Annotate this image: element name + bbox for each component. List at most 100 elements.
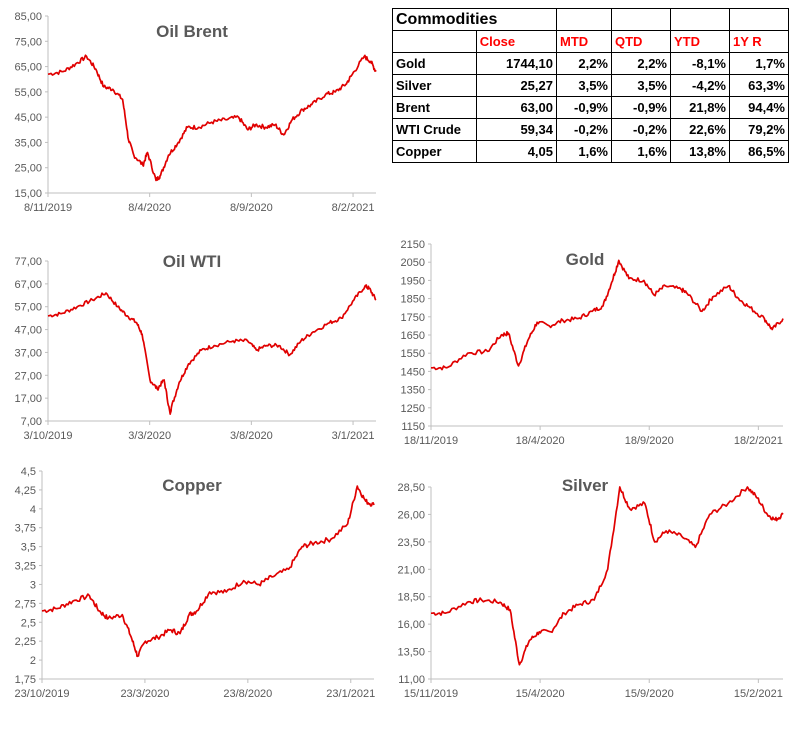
y-tick-label: 2,5 <box>21 617 36 629</box>
row-ytd: -8,1% <box>670 52 730 75</box>
wti-chart-title: Oil WTI <box>163 252 222 271</box>
y-tick-label: 1750 <box>401 312 425 324</box>
row-name: WTI Crude <box>392 118 477 141</box>
wti-chart: Oil WTI 7,00 17,00 27,00 37,00 47,00 57,00 67,… <box>14 252 377 442</box>
x-tick-label: 23/8/2020 <box>223 688 272 700</box>
row-qtd: 1,6% <box>611 140 671 163</box>
brent-chart: Oil Brent 15,00 25,00 35,00 45,00 55,00 65,00… <box>14 11 377 214</box>
table-row: Brent 63,00 -0,9% -0,9% 21,8% 94,4% <box>392 96 789 119</box>
y-tick-label: 2 <box>30 655 36 667</box>
y-tick-label: 1450 <box>401 366 425 378</box>
x-tick-label: 15/9/2020 <box>625 688 674 700</box>
y-tick-label: 13,50 <box>397 647 425 659</box>
y-tick-label: 15,00 <box>14 188 42 200</box>
x-tick-label: 3/10/2019 <box>24 430 73 442</box>
y-tick-label: 3,5 <box>21 542 36 554</box>
gold-price-line <box>431 259 784 371</box>
table-title-row: Commodities <box>392 8 789 31</box>
y-tick-label: 65,00 <box>14 62 42 74</box>
silver-chart-panel: Silver 11,00 13,50 16,00 18,50 21,00 23,50 26,… <box>385 460 785 708</box>
row-name: Gold <box>392 52 477 75</box>
y-tick-label: 85,00 <box>14 11 42 23</box>
gold-chart-title: Gold <box>566 250 605 269</box>
row-close: 1744,10 <box>475 52 558 75</box>
y-tick-label: 3,25 <box>15 561 36 573</box>
row-close: 25,27 <box>475 74 558 97</box>
y-tick-label: 28,50 <box>397 482 425 494</box>
y-tick-label: 1650 <box>401 330 425 342</box>
row-close: 63,00 <box>475 96 558 119</box>
y-tick-label: 1350 <box>401 385 425 397</box>
x-tick-label: 18/11/2019 <box>404 435 458 447</box>
y-tick-label: 1850 <box>401 294 425 306</box>
table-header-qtd: QTD <box>611 30 671 53</box>
y-tick-label: 4 <box>30 504 36 516</box>
y-tick-label: 2150 <box>401 239 425 251</box>
copper-chart-title: Copper <box>162 476 222 495</box>
y-tick-label: 57,00 <box>14 302 42 314</box>
table-title-blank <box>670 8 730 31</box>
table-title: Commodities <box>392 8 557 31</box>
y-tick-label: 17,00 <box>14 393 42 405</box>
x-tick-label: 8/11/2019 <box>24 202 72 214</box>
table-header-row: Close MTD QTD YTD 1Y R <box>392 30 789 53</box>
x-tick-label: 8/9/2020 <box>230 202 273 214</box>
x-tick-label: 23/1/2021 <box>326 688 375 700</box>
y-tick-label: 1150 <box>401 421 425 433</box>
table-title-blank <box>611 8 671 31</box>
y-tick-label: 45,00 <box>14 112 42 124</box>
y-tick-label: 26,00 <box>397 509 425 521</box>
table-header-ytd: YTD <box>670 30 730 53</box>
x-tick-label: 8/4/2020 <box>128 202 171 214</box>
row-name: Copper <box>392 140 477 163</box>
x-tick-label: 18/2/2021 <box>734 435 783 447</box>
y-tick-label: 11,00 <box>398 674 425 686</box>
y-tick-label: 7,00 <box>21 416 42 428</box>
row-qtd: 3,5% <box>611 74 671 97</box>
row-name: Silver <box>392 74 477 97</box>
y-tick-label: 37,00 <box>14 347 42 359</box>
row-ytd: -4,2% <box>670 74 730 97</box>
row-name: Brent <box>392 96 477 119</box>
brent-chart-title: Oil Brent <box>156 22 228 41</box>
row-close: 59,34 <box>475 118 558 141</box>
table-row: Gold 1744,10 2,2% 2,2% -8,1% 1,7% <box>392 52 789 75</box>
copper-price-line <box>41 485 375 658</box>
row-1yr: 94,4% <box>729 96 789 119</box>
row-1yr: 63,3% <box>729 74 789 97</box>
y-tick-label: 55,00 <box>14 87 42 99</box>
row-ytd: 22,6% <box>670 118 730 141</box>
y-tick-label: 77,00 <box>14 256 42 268</box>
gold-chart-panel: Gold 1150 1250 1350 1450 1550 1650 1750 1850 195… <box>385 236 785 458</box>
y-tick-label: 25,00 <box>14 163 42 175</box>
row-close: 4,05 <box>475 140 558 163</box>
table-header-mtd: MTD <box>556 30 612 53</box>
row-1yr: 86,5% <box>729 140 789 163</box>
row-ytd: 13,8% <box>670 140 730 163</box>
row-1yr: 1,7% <box>729 52 789 75</box>
row-mtd: 3,5% <box>556 74 612 97</box>
row-qtd: -0,2% <box>611 118 671 141</box>
table-row: Silver 25,27 3,5% 3,5% -4,2% 63,3% <box>392 74 789 97</box>
row-mtd: -0,9% <box>556 96 612 119</box>
x-tick-label: 3/1/2021 <box>332 430 375 442</box>
brent-chart-panel: Oil Brent 15,00 25,00 35,00 45,00 55,00 65,00… <box>6 6 380 222</box>
y-tick-label: 21,00 <box>397 564 425 576</box>
wti-chart-panel: Oil WTI 7,00 17,00 27,00 37,00 47,00 57,00 67,… <box>6 236 380 452</box>
y-tick-label: 1550 <box>401 348 425 360</box>
brent-price-line <box>47 54 377 182</box>
row-mtd: 2,2% <box>556 52 612 75</box>
table-header-1yr: 1Y R <box>729 30 789 53</box>
y-tick-label: 23,50 <box>397 537 425 549</box>
row-qtd: -0,9% <box>611 96 671 119</box>
table-header-blank <box>392 30 477 53</box>
commodities-table: Commodities Close MTD QTD YTD 1Y R Gold … <box>392 8 789 163</box>
y-tick-label: 3 <box>30 579 36 591</box>
wti-price-line <box>47 284 377 415</box>
y-tick-label: 3,75 <box>15 523 36 535</box>
x-tick-label: 23/10/2019 <box>14 688 69 700</box>
x-tick-label: 15/2/2021 <box>734 688 783 700</box>
table-row: WTI Crude 59,34 -0,2% -0,2% 22,6% 79,2% <box>392 118 789 141</box>
x-tick-label: 18/9/2020 <box>625 435 674 447</box>
x-tick-label: 15/11/2019 <box>404 688 458 700</box>
